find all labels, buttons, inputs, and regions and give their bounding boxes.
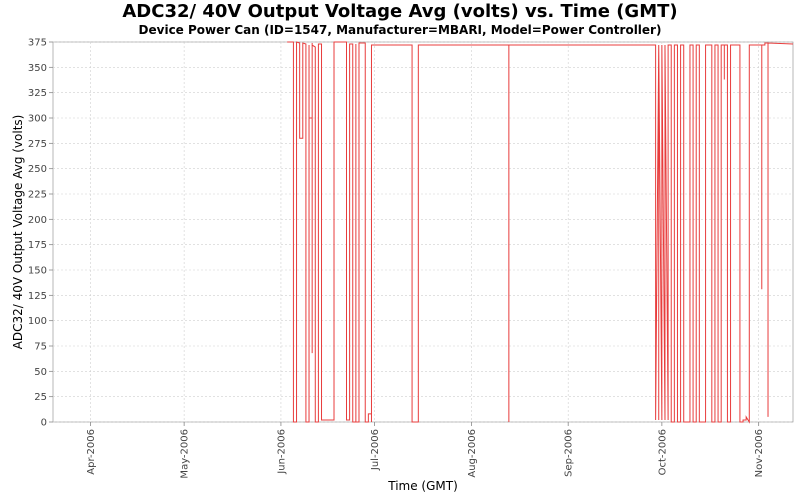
chart-title: ADC32/ 40V Output Voltage Avg (volts) vs… [122, 1, 678, 22]
y-tick-label: 175 [28, 240, 47, 251]
y-tick-label: 225 [28, 190, 47, 201]
y-tick-label: 200 [28, 215, 47, 226]
y-tick-label: 25 [34, 392, 47, 403]
x-tick-label: Nov-2006 [754, 429, 765, 477]
y-tick-label: 275 [28, 139, 47, 150]
y-tick-label: 300 [28, 114, 47, 125]
series-layer [287, 41, 794, 424]
y-tick-label: 100 [28, 316, 47, 327]
x-tick-label: May-2006 [180, 429, 191, 479]
x-tick-label: Apr-2006 [86, 429, 97, 475]
x-tick-label: Oct-2006 [657, 429, 668, 475]
y-tick-label: 350 [28, 63, 47, 74]
plot-area [52, 41, 794, 423]
series-line-0 [287, 41, 794, 424]
y-tick-label: 0 [41, 418, 47, 429]
x-tick-label: Sep-2006 [564, 429, 575, 477]
x-axis-label: Time (GMT) [387, 479, 458, 493]
y-tick-label: 250 [28, 164, 47, 175]
y-tick-label: 50 [34, 367, 47, 378]
y-tick-label: 125 [28, 291, 47, 302]
chart-subtitle: Device Power Can (ID=1547, Manufacturer=… [138, 23, 662, 37]
y-tick-label: 325 [28, 88, 47, 99]
y-axis-ticks: 0 25 50 75 100 125 150 175 200 225 250 275 300 325 350… [28, 38, 53, 429]
y-tick-label: 75 [34, 342, 47, 353]
y-tick-label: 150 [28, 266, 47, 277]
y-axis-label: ADC32/ 40V Output Voltage Avg (volts) [11, 115, 25, 350]
x-tick-label: Aug-2006 [467, 429, 478, 478]
x-axis-ticks: Apr-2006 May-2006 Jun-2006 Jul-2006 Aug-2006… [86, 422, 765, 479]
x-tick-label: Jul-2006 [370, 429, 381, 471]
grid-lines [53, 41, 793, 423]
x-tick-label: Jun-2006 [276, 429, 287, 475]
y-tick-label: 375 [28, 38, 47, 49]
